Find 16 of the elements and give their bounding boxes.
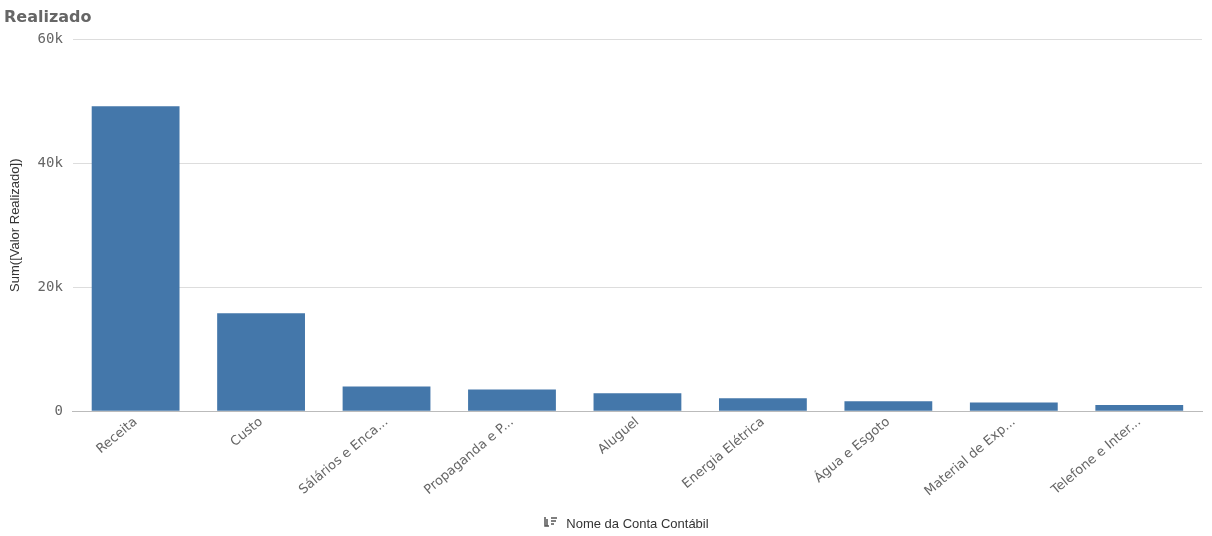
bar bbox=[342, 386, 431, 411]
y-tick-label: 60k bbox=[37, 29, 64, 46]
chart-title: Realizado bbox=[4, 6, 92, 26]
y-tick-label: 40k bbox=[37, 153, 64, 170]
bar bbox=[718, 398, 807, 411]
bar bbox=[91, 106, 180, 411]
bar bbox=[844, 401, 933, 411]
y-tick-label: 20k bbox=[37, 277, 64, 294]
y-tick-label: 0 bbox=[54, 401, 63, 418]
bar bbox=[1095, 405, 1184, 411]
bar bbox=[969, 402, 1058, 411]
bar bbox=[593, 393, 682, 411]
x-axis-title: Nome da Conta Contábil bbox=[566, 515, 709, 531]
bar bbox=[468, 389, 556, 411]
bar bbox=[217, 313, 305, 411]
y-axis-title: Sum([Valor Realizado]) bbox=[7, 158, 23, 292]
